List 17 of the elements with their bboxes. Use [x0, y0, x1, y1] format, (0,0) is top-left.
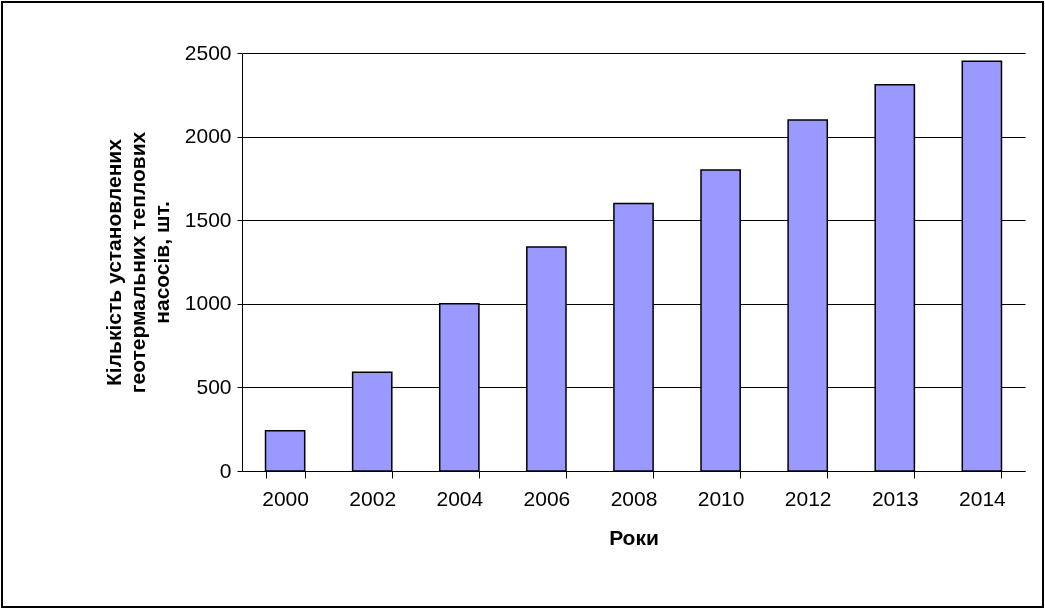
x-tick-label: 2012 — [784, 486, 832, 510]
x-tick-label: 2002 — [349, 486, 397, 510]
y-tick-label: 500 — [196, 374, 232, 398]
y-axis-title: Кількість установлених геотермальних теплових насосів, шт. — [101, 131, 173, 394]
x-tick-label: 2013 — [871, 486, 919, 510]
x-axis-title: Роки — [609, 525, 659, 549]
x-tick-label: 2008 — [610, 486, 658, 510]
x-tick-label: 2006 — [523, 486, 571, 510]
x-tick-label: 2004 — [436, 486, 484, 510]
y-tick-label: 1500 — [184, 207, 232, 231]
x-tick-label: 2000 — [262, 486, 309, 510]
x-tick-label: 2010 — [697, 486, 745, 510]
y-tick-label: 2000 — [184, 124, 232, 148]
y-tick-label: 1000 — [184, 291, 232, 315]
y-tick-label: 0 — [219, 458, 232, 482]
x-tick-label: 2014 — [959, 486, 1007, 510]
y-tick-label: 2500 — [184, 40, 232, 64]
